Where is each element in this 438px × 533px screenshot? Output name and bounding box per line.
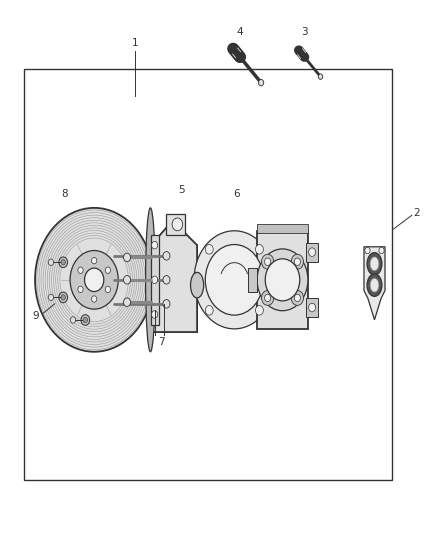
Circle shape — [163, 276, 170, 284]
Circle shape — [258, 79, 264, 86]
Bar — [257, 231, 307, 329]
Circle shape — [152, 311, 158, 318]
Circle shape — [257, 249, 308, 311]
Circle shape — [48, 294, 53, 301]
Circle shape — [291, 254, 304, 269]
Polygon shape — [364, 247, 385, 320]
Circle shape — [92, 257, 97, 264]
Circle shape — [291, 290, 304, 305]
Circle shape — [265, 259, 300, 301]
Ellipse shape — [370, 257, 379, 271]
Circle shape — [294, 294, 300, 302]
Bar — [257, 224, 307, 233]
Ellipse shape — [370, 278, 379, 292]
Circle shape — [92, 296, 97, 302]
Circle shape — [152, 276, 158, 284]
Text: 9: 9 — [32, 311, 39, 320]
Circle shape — [163, 300, 170, 308]
Bar — [248, 268, 257, 292]
Bar — [305, 298, 318, 317]
Text: 8: 8 — [61, 189, 68, 199]
Circle shape — [265, 294, 271, 302]
Circle shape — [78, 267, 83, 273]
Circle shape — [59, 292, 67, 303]
Polygon shape — [151, 235, 159, 325]
Circle shape — [59, 257, 67, 268]
Circle shape — [308, 303, 315, 312]
Bar — [166, 214, 185, 235]
Circle shape — [194, 231, 275, 329]
Circle shape — [35, 208, 153, 352]
Text: 3: 3 — [301, 27, 308, 37]
Circle shape — [308, 248, 315, 256]
Circle shape — [78, 286, 83, 293]
Circle shape — [255, 245, 263, 254]
Circle shape — [318, 74, 323, 79]
Circle shape — [71, 317, 76, 323]
Bar — [305, 243, 318, 262]
Circle shape — [83, 317, 88, 322]
Text: 7: 7 — [158, 337, 165, 347]
Circle shape — [61, 260, 65, 265]
Text: 5: 5 — [178, 185, 185, 195]
Circle shape — [124, 253, 131, 262]
Text: 2: 2 — [413, 208, 420, 218]
Text: 4: 4 — [237, 27, 244, 37]
Ellipse shape — [367, 274, 382, 296]
Circle shape — [172, 218, 183, 231]
Ellipse shape — [145, 208, 155, 352]
Circle shape — [379, 247, 384, 254]
Text: 1: 1 — [131, 38, 138, 47]
Circle shape — [85, 268, 104, 292]
Circle shape — [152, 241, 158, 249]
Circle shape — [61, 295, 65, 300]
Circle shape — [265, 258, 271, 265]
Circle shape — [365, 247, 370, 254]
Circle shape — [261, 254, 274, 269]
Circle shape — [124, 276, 131, 284]
Circle shape — [70, 251, 118, 309]
Circle shape — [261, 290, 274, 305]
Polygon shape — [151, 228, 197, 332]
Circle shape — [205, 245, 213, 254]
Circle shape — [163, 252, 170, 260]
Circle shape — [48, 259, 53, 265]
Circle shape — [105, 286, 110, 293]
Text: 6: 6 — [233, 189, 240, 199]
Circle shape — [205, 245, 263, 315]
Circle shape — [294, 258, 300, 265]
Circle shape — [255, 305, 263, 315]
Circle shape — [124, 298, 131, 306]
Circle shape — [205, 305, 213, 315]
Circle shape — [81, 314, 90, 325]
Bar — [24, 69, 392, 480]
Ellipse shape — [191, 272, 204, 298]
Ellipse shape — [367, 253, 382, 275]
Circle shape — [105, 267, 110, 273]
